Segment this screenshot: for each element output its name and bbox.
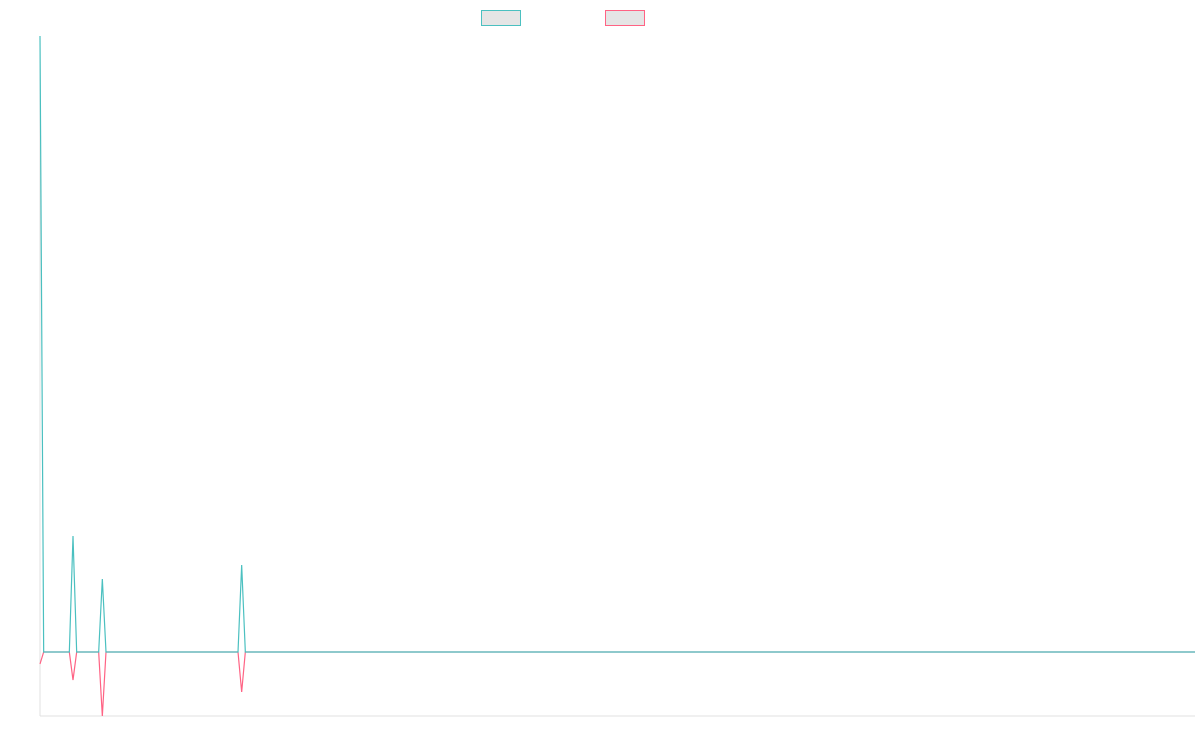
series-line-0 <box>39 35 1195 653</box>
legend <box>481 10 645 26</box>
legend-swatch-1[interactable] <box>605 10 645 26</box>
legend-swatch-0[interactable] <box>481 10 521 26</box>
series-line-1 <box>39 651 1195 717</box>
series-lines <box>39 35 1195 717</box>
